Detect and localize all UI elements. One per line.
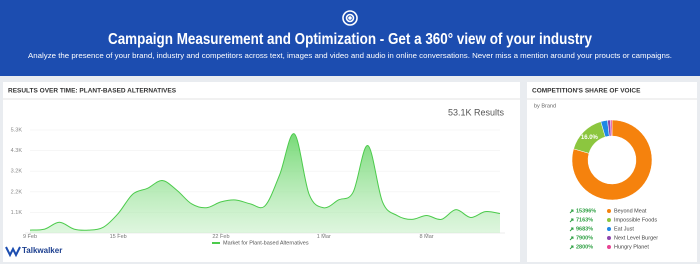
growth-arrow <box>569 245 574 250</box>
panel-title: RESULTS OVER TIME: PLANT-BASED ALTERNATI… <box>8 88 177 95</box>
legend-dot <box>607 209 611 213</box>
header-title: Campaign Measurement and Optimization - … <box>108 31 592 48</box>
growth-value: 7900% <box>576 235 593 241</box>
brand-logo <box>5 246 21 258</box>
results-total: 53.1K Results <box>448 107 505 117</box>
donut-slice <box>610 119 613 137</box>
x-tick-label: 9 Feb <box>23 234 37 240</box>
growth-arrow <box>569 218 574 223</box>
brand-name: Talkwalker <box>22 246 62 255</box>
donut-slice <box>571 119 653 201</box>
growth-value: 9683% <box>576 226 593 232</box>
results-panel <box>3 82 520 262</box>
growth-value: 7163% <box>576 217 593 223</box>
growth-value: 2800% <box>576 244 593 250</box>
legend-label: Eat Just <box>614 226 634 232</box>
legend-label: Beyond Meat <box>614 208 647 214</box>
growth-arrow <box>569 236 574 241</box>
x-tick-label: 15 Feb <box>110 234 127 240</box>
legend-dot <box>607 245 611 249</box>
legend-dot <box>607 236 611 240</box>
legend-dot <box>607 218 611 222</box>
slice-label: 16.0% <box>581 135 599 141</box>
y-tick-label: 5.3K <box>11 127 23 133</box>
y-tick-label: 2.2K <box>11 189 23 195</box>
panel-subtitle: by Brand <box>534 103 556 109</box>
x-tick-label: 22 Feb <box>212 234 229 240</box>
growth-arrow <box>569 209 574 214</box>
legend-label: Hungry Planet <box>614 244 649 250</box>
legend-label: Next Level Burger <box>614 235 658 241</box>
header-subtitle: Analyze the presence of your brand, indu… <box>28 51 672 60</box>
header-icon <box>342 10 358 26</box>
area-line <box>29 133 501 231</box>
x-tick-label: 8 Mar <box>420 234 434 240</box>
header-band <box>0 0 700 76</box>
growth-value: 15396% <box>576 208 596 214</box>
area-fill <box>30 133 500 233</box>
panel-title: COMPETITION'S SHARE OF VOICE <box>532 88 641 95</box>
x-tick-label: 1 Mar <box>317 234 331 240</box>
y-tick-label: 1.1K <box>11 210 23 216</box>
y-tick-label: 3.2K <box>11 169 23 175</box>
slice-label: 79.5% <box>623 201 641 207</box>
growth-arrow <box>569 227 574 232</box>
share-panel <box>527 82 697 262</box>
legend-label: Market for Plant-based Alternatives <box>223 240 309 246</box>
y-tick-label: 4.3K <box>11 148 23 154</box>
legend-label: Impossible Foods <box>614 217 657 223</box>
legend-dot <box>607 227 611 231</box>
